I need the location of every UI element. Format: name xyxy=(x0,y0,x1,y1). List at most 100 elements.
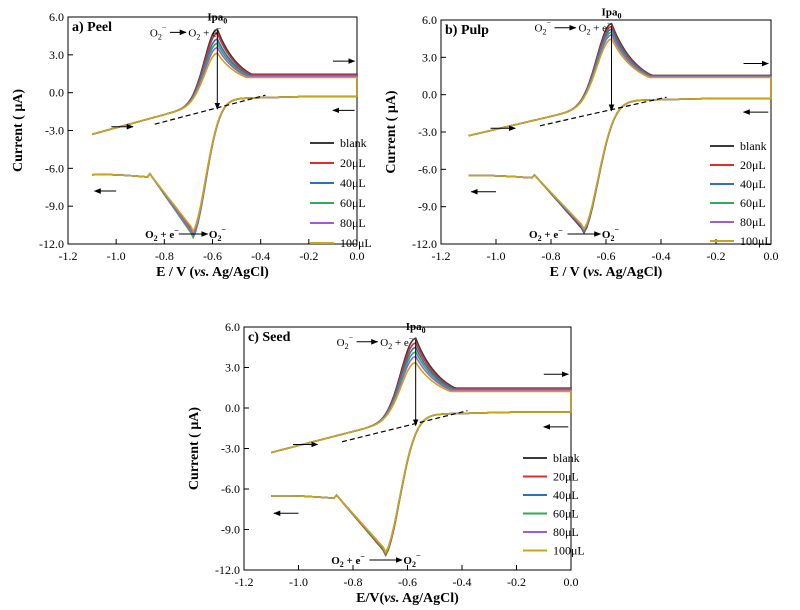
x-axis-label: E / V (vs. Ag/AgCl) xyxy=(550,265,663,280)
cv-curve-40uL xyxy=(270,346,572,556)
x-tick-label: -1.2 xyxy=(235,575,254,589)
x-axis-label-main: E / V ( xyxy=(550,265,588,280)
dashed-baseline xyxy=(154,94,266,125)
panel-title: a) Peel xyxy=(72,20,112,35)
ox-right-o: O xyxy=(188,27,196,39)
ox-left-sub: 2 xyxy=(158,32,162,41)
chart-panel-3: 6.0 3.0 0.0 -3.0 -6.0 -9.0 -12.0-1.2 -1.0 -0.8 -0… xyxy=(187,320,585,606)
legend-label: 60μL xyxy=(553,507,579,521)
red-left-sup: − xyxy=(558,226,563,235)
cv-curve-100uL xyxy=(468,37,772,231)
legend-label: 60μL xyxy=(740,196,766,210)
cv-curve-100uL xyxy=(270,361,572,555)
y-tick-label: 0.0 xyxy=(49,86,64,100)
chart-panel-2: 6.0 3.0 0.0 -3.0 -6.0 -9.0 -12.0-1.2 -1.0 -0.8 -0… xyxy=(384,7,779,280)
ox-left-o: O xyxy=(337,337,345,349)
y-tick-label: -12.0 xyxy=(39,237,64,251)
red-reaction-right: O2− xyxy=(209,225,227,243)
cv-curve-20uL xyxy=(270,341,572,557)
x-axis-label-tail: Ag/AgCl) xyxy=(603,265,663,280)
legend-label: 20μL xyxy=(553,470,579,484)
cv-curve-20uL xyxy=(468,25,772,234)
x-tick-label: -0.6 xyxy=(203,249,222,263)
ipa-label: Ipa0 xyxy=(602,7,622,21)
y-tick-label: -6.0 xyxy=(45,161,64,175)
ox-right-sup: − xyxy=(217,24,222,33)
ipa-label-sub: 0 xyxy=(223,16,227,25)
ox-reaction-left: O2− xyxy=(337,333,354,351)
ox-right-tail: + e xyxy=(392,337,409,349)
ipa-label-main: Ipa xyxy=(207,11,223,23)
y-tick-label: -12.0 xyxy=(215,563,240,577)
x-tick-label: -1.0 xyxy=(289,575,308,589)
y-tick-label: -9.0 xyxy=(45,199,64,213)
red-right-sup: − xyxy=(221,225,226,234)
ox-reaction-left: O2− xyxy=(535,19,552,37)
ox-left-sub: 2 xyxy=(542,28,546,37)
y-tick-label: 3.0 xyxy=(49,48,64,62)
x-axis-label: E/V(vs. Ag/AgCl) xyxy=(356,591,459,606)
red-right-sup: − xyxy=(614,225,619,234)
red-left-sup: − xyxy=(174,226,179,235)
plot-frame xyxy=(440,19,772,245)
red-left-sub: 2 xyxy=(538,234,542,243)
y-axis-label: Current ( μA) xyxy=(187,407,202,490)
y-tick-label: -6.0 xyxy=(418,162,437,176)
x-axis-label-main: E/V( xyxy=(356,591,384,606)
red-right-sub: 2 xyxy=(412,560,416,569)
legend-label: 40μL xyxy=(340,176,366,190)
ox-left-sup: − xyxy=(546,19,551,28)
ipa-label-main: Ipa xyxy=(406,321,422,333)
ox-right-sub: 2 xyxy=(196,32,200,41)
legend-label: 80μL xyxy=(740,215,766,229)
panel-title: b) Pulp xyxy=(445,23,489,38)
red-right-o: O xyxy=(209,229,218,241)
y-tick-label: -3.0 xyxy=(418,125,437,139)
red-reaction-left: O2 + e− xyxy=(529,226,563,243)
red-right-sub: 2 xyxy=(217,234,221,243)
legend-label: blank xyxy=(740,139,767,153)
red-left-o: O xyxy=(331,555,340,567)
x-tick-label: -0.4 xyxy=(652,249,671,263)
x-axis-label-italic: vs. xyxy=(588,265,603,280)
red-right-o: O xyxy=(602,229,611,241)
ox-right-sub: 2 xyxy=(388,342,392,351)
legend-label: 100μL xyxy=(553,544,585,558)
red-reaction-right: O2− xyxy=(602,225,620,243)
x-axis-label-main: E / V ( xyxy=(156,265,194,280)
red-reaction-left: O2 + e− xyxy=(145,226,179,243)
x-tick-label: -0.4 xyxy=(453,575,472,589)
ipa-label: Ipa0 xyxy=(207,11,227,25)
legend-label: 20μL xyxy=(340,156,366,170)
x-tick-label: -0.6 xyxy=(398,575,417,589)
x-tick-label: -0.2 xyxy=(299,249,318,263)
y-tick-label: -6.0 xyxy=(221,482,240,496)
chart-panel-1: 6.0 3.0 0.0 -3.0 -6.0 -9.0 -12.0-1.2 -1.0 -0.8 -0… xyxy=(11,10,372,280)
cv-curve-40uL xyxy=(468,27,772,234)
red-right-o: O xyxy=(403,555,412,567)
legend-label: blank xyxy=(553,451,580,465)
x-axis-label-italic: vs. xyxy=(194,265,209,280)
x-tick-label: -0.8 xyxy=(542,249,561,263)
y-tick-label: 6.0 xyxy=(49,10,64,24)
ox-right-o: O xyxy=(380,337,388,349)
ox-right-sub: 2 xyxy=(586,28,590,37)
red-reaction-left: O2 + e− xyxy=(331,552,365,569)
y-tick-label: -9.0 xyxy=(221,523,240,537)
ox-right-sup: − xyxy=(409,334,414,343)
ox-left-o: O xyxy=(535,23,543,35)
y-tick-label: -3.0 xyxy=(221,442,240,456)
legend-label: 100μL xyxy=(740,234,772,248)
x-axis-label: E / V (vs. Ag/AgCl) xyxy=(156,265,269,280)
y-axis-label: Current ( μA) xyxy=(11,89,26,172)
cv-curve-60uL xyxy=(270,350,572,556)
red-right-sub: 2 xyxy=(610,234,614,243)
ox-right-tail: + e xyxy=(200,27,217,39)
red-left-mid: + e xyxy=(542,229,559,241)
legend-label: 40μL xyxy=(740,177,766,191)
x-tick-label: -1.2 xyxy=(432,249,451,263)
red-left-mid: + e xyxy=(344,555,361,567)
ox-reaction-right: O2 + e− xyxy=(579,20,613,37)
ox-left-o: O xyxy=(150,27,158,39)
